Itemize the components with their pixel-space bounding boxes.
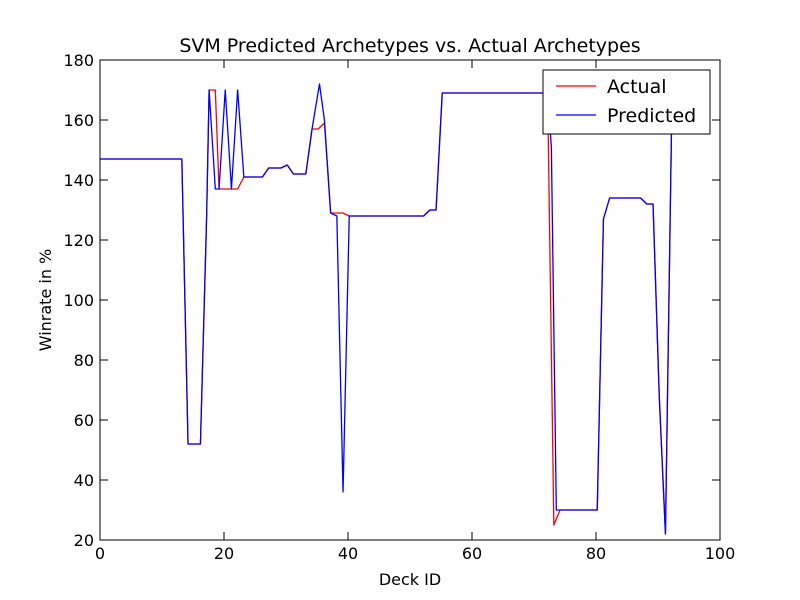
x-tick-label: 100 (705, 544, 736, 563)
series-layer (100, 83, 673, 535)
legend-label-predicted: Predicted (607, 105, 696, 127)
legend-label-actual: Actual (607, 76, 667, 98)
x-tick-label: 20 (214, 544, 234, 563)
x-axis-title: Deck ID (379, 570, 441, 589)
y-tick-label: 160 (63, 111, 94, 130)
y-tick-label: 100 (63, 291, 94, 310)
x-tick-label: 40 (338, 544, 358, 563)
y-tick-label: 180 (63, 51, 94, 70)
y-tick-label: 20 (74, 531, 94, 550)
y-tick-label: 40 (74, 471, 94, 490)
x-tick-label: 0 (95, 544, 105, 563)
chart-title: SVM Predicted Archetypes vs. Actual Arch… (179, 35, 640, 57)
y-tick-label: 80 (74, 351, 94, 370)
x-tick-label: 60 (462, 544, 482, 563)
x-axis-ticks: 0 20 40 60 80 100 (95, 60, 735, 563)
y-tick-label: 120 (63, 231, 94, 250)
y-axis-ticks: 20 40 60 80 100 120 140 160 180 (63, 51, 720, 550)
y-tick-label: 60 (74, 411, 94, 430)
x-tick-label: 80 (586, 544, 606, 563)
y-tick-label: 140 (63, 171, 94, 190)
legend-box (542, 69, 711, 135)
legend: Actual Predicted (542, 69, 711, 135)
series-line-predicted (100, 83, 673, 535)
y-axis-title: Winrate in % (36, 249, 55, 352)
